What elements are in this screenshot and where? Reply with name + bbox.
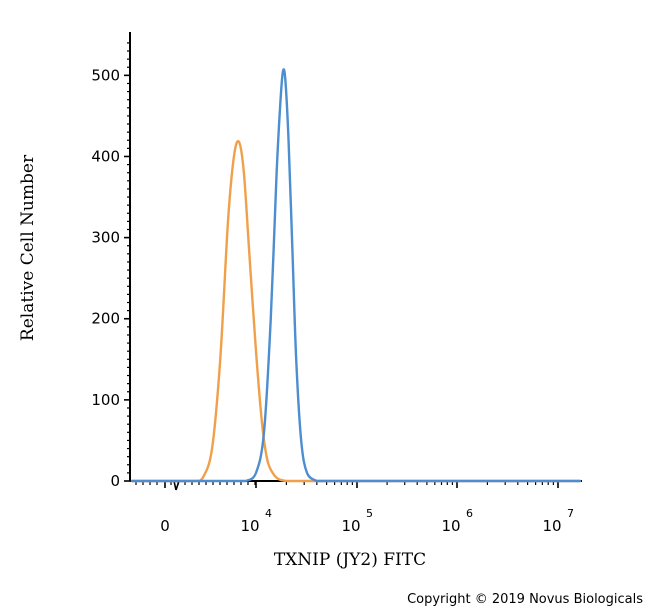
y-tick-label: 0 [110, 472, 120, 490]
x-tick-exponent: 5 [366, 507, 373, 520]
x-tick-exponent: 6 [466, 507, 473, 520]
x-tick-label: 10 [240, 517, 259, 535]
series-line-1 [130, 68, 582, 483]
series-line-0 [130, 139, 582, 483]
axes [129, 32, 582, 482]
x-axis-title: TXNIP (JY2) FITC [274, 550, 426, 570]
x-tick-label: 0 [160, 517, 170, 535]
y-axis-title: Relative Cell Number [18, 154, 38, 341]
copyright-notice: Copyright © 2019 Novus Biologicals [407, 592, 643, 607]
y-tick-label: 400 [91, 147, 120, 165]
series-group [130, 68, 582, 483]
x-zero-marker [175, 480, 180, 491]
y-tick-label: 200 [91, 310, 120, 328]
x-tick-exponent: 7 [567, 507, 574, 520]
x-tick-label: 10 [542, 517, 561, 535]
x-ticks: 0 10 4 10 5 10 6 10 7 [135, 480, 574, 535]
y-tick-label: 500 [91, 66, 120, 84]
x-tick-label: 10 [341, 517, 360, 535]
y-tick-label: 300 [91, 229, 120, 247]
y-ticks: 0 100 200 300 400 500 [91, 42, 130, 490]
x-tick-exponent: 4 [265, 507, 272, 520]
y-tick-label: 100 [91, 391, 120, 409]
x-tick-label: 10 [441, 517, 460, 535]
